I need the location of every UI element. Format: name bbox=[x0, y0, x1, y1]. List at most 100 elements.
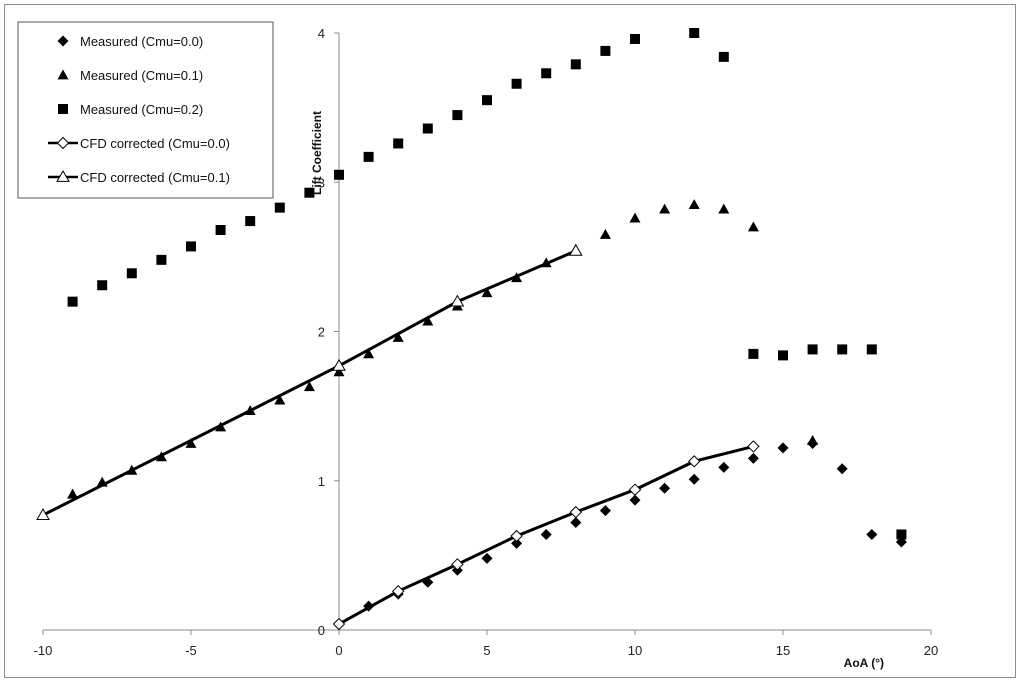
data-point bbox=[628, 483, 642, 496]
data-point bbox=[570, 59, 581, 70]
legend-item: Measured (Cmu=0.2) bbox=[58, 102, 203, 117]
data-point bbox=[540, 528, 552, 540]
data-point bbox=[333, 366, 345, 377]
legend-item: CFD corrected (Cmu=0.0) bbox=[48, 136, 230, 151]
data-point bbox=[451, 558, 464, 571]
data-point bbox=[274, 394, 286, 405]
data-point bbox=[482, 95, 492, 106]
legend-label: CFD corrected (Cmu=0.1) bbox=[80, 170, 230, 185]
x-tick-label: 15 bbox=[776, 643, 790, 658]
data-point bbox=[659, 482, 671, 494]
data-point bbox=[481, 552, 493, 564]
data-point bbox=[896, 529, 907, 540]
data-point bbox=[393, 138, 404, 149]
legend: Measured (Cmu=0.0) Measured (Cmu=0.1) Meas… bbox=[17, 21, 274, 199]
y-tick-label: 3 bbox=[318, 175, 325, 190]
x-tick-label: 0 bbox=[335, 643, 342, 658]
data-point bbox=[689, 28, 700, 38]
x-tick-label: 20 bbox=[924, 643, 938, 658]
data-point bbox=[836, 463, 848, 475]
y-tick-label: 0 bbox=[318, 623, 325, 638]
data-point bbox=[186, 241, 196, 252]
legend-item: Measured (Cmu=0.0) bbox=[57, 34, 203, 49]
series-cfd-corrected-cmu-0-0 bbox=[332, 440, 760, 631]
data-point bbox=[718, 51, 729, 62]
data-point bbox=[334, 169, 344, 180]
x-tick-label: 5 bbox=[483, 643, 490, 658]
data-point bbox=[363, 151, 374, 162]
data-point bbox=[67, 488, 79, 499]
data-point bbox=[304, 187, 315, 198]
data-point bbox=[392, 331, 404, 342]
legend-label: Measured (Cmu=0.1) bbox=[80, 68, 203, 83]
data-point bbox=[452, 110, 463, 121]
data-point bbox=[629, 494, 641, 506]
x-tick-label: 10 bbox=[628, 643, 642, 658]
legend-label: Measured (Cmu=0.2) bbox=[80, 102, 203, 117]
data-point bbox=[67, 296, 78, 307]
data-point bbox=[332, 617, 346, 631]
data-point bbox=[303, 381, 315, 392]
data-point bbox=[511, 537, 523, 549]
data-point bbox=[422, 123, 433, 134]
data-point bbox=[866, 528, 878, 540]
data-point bbox=[778, 350, 788, 361]
data-point bbox=[630, 33, 640, 44]
data-point bbox=[599, 228, 611, 239]
data-point bbox=[185, 437, 197, 448]
data-point bbox=[837, 344, 848, 355]
data-point bbox=[363, 348, 375, 359]
legend-item: CFD corrected (Cmu=0.1) bbox=[48, 169, 230, 185]
legend-marker bbox=[57, 69, 69, 80]
data-point bbox=[659, 203, 671, 214]
series-line bbox=[42, 249, 577, 517]
data-point bbox=[866, 344, 877, 355]
data-point bbox=[599, 505, 611, 517]
series-line bbox=[338, 444, 754, 626]
data-point bbox=[541, 68, 552, 79]
y-tick-label: 1 bbox=[318, 474, 325, 489]
data-point bbox=[747, 221, 759, 232]
data-point bbox=[687, 455, 701, 468]
legend-marker bbox=[56, 136, 70, 150]
series-measured-cmu-0-0 bbox=[333, 437, 907, 630]
data-point bbox=[391, 584, 405, 598]
data-point bbox=[807, 434, 819, 445]
data-point bbox=[215, 225, 226, 236]
legend-marker bbox=[57, 35, 69, 47]
y-tick-label: 2 bbox=[318, 325, 325, 340]
data-point bbox=[807, 344, 818, 355]
x-axis-title: AoA (°) bbox=[844, 656, 884, 670]
data-point bbox=[126, 268, 137, 279]
tick-group: -10 -5 0 5 10 15 20 0 1 2 3 4 bbox=[34, 26, 939, 658]
data-point bbox=[156, 254, 167, 265]
y-tick-label: 4 bbox=[318, 26, 325, 41]
legend-marker bbox=[56, 169, 70, 182]
data-point bbox=[570, 517, 582, 529]
data-point bbox=[450, 294, 465, 307]
data-point bbox=[510, 529, 523, 543]
data-point bbox=[718, 461, 730, 473]
x-tick-label: -5 bbox=[185, 643, 197, 658]
data-point bbox=[747, 440, 760, 453]
y-axis-title: Lift Coefficient bbox=[310, 111, 324, 195]
legend-marker bbox=[58, 104, 68, 114]
data-point bbox=[332, 358, 346, 371]
legend-item: Measured (Cmu=0.1) bbox=[57, 68, 203, 83]
data-point bbox=[569, 505, 583, 519]
x-tick-label: -10 bbox=[34, 643, 53, 658]
series-measured-cmu-0-2 bbox=[67, 28, 907, 540]
data-point bbox=[748, 348, 759, 359]
data-point bbox=[422, 315, 434, 326]
series-measured-cmu-0-1 bbox=[67, 199, 819, 499]
data-point bbox=[274, 202, 285, 213]
data-point bbox=[481, 287, 493, 298]
plot-area bbox=[36, 28, 907, 631]
data-point bbox=[600, 45, 611, 56]
legend-label: CFD corrected (Cmu=0.0) bbox=[80, 136, 230, 151]
data-point bbox=[245, 216, 256, 227]
data-point bbox=[97, 280, 108, 291]
data-point bbox=[777, 442, 789, 454]
data-point bbox=[747, 452, 759, 464]
data-point bbox=[568, 243, 583, 256]
